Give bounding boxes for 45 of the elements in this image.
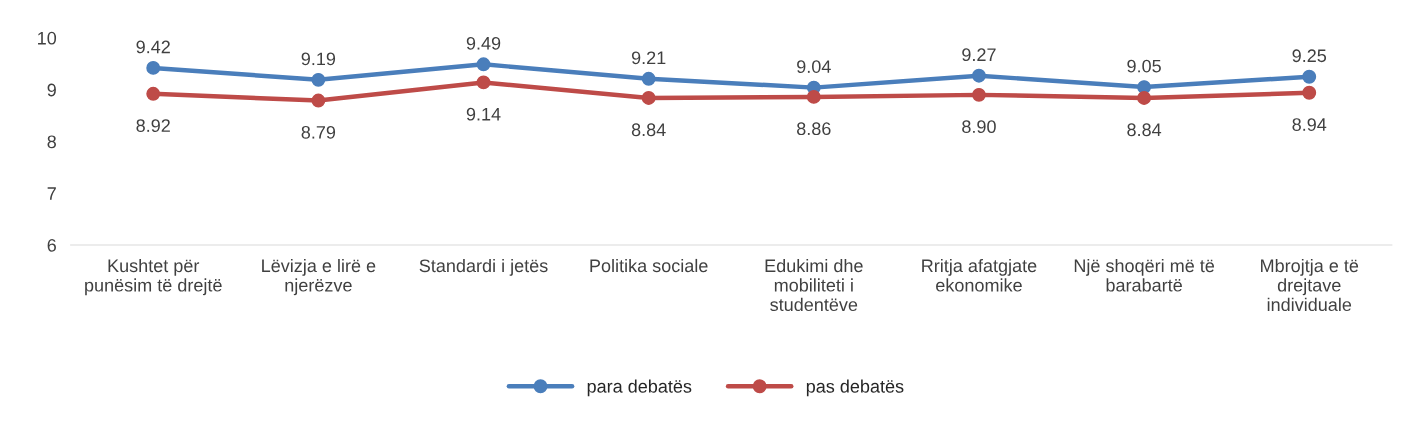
x-tick-label: Politika sociale <box>590 258 708 273</box>
point <box>806 89 821 104</box>
y-tick-label: 9 <box>47 83 56 97</box>
data-label: 9.05 <box>1127 59 1161 73</box>
point <box>641 71 656 86</box>
data-label: 8.92 <box>136 119 170 132</box>
point <box>971 87 986 102</box>
legend-label: para debatës <box>587 379 692 397</box>
x-tick-label: Lëvizja e lirë e njerëzve <box>262 258 376 296</box>
point <box>641 91 656 105</box>
point <box>1302 69 1317 84</box>
point <box>971 68 986 83</box>
x-tick-label: Një shoqëri më të barabartë <box>1074 258 1215 292</box>
point <box>146 60 161 75</box>
point <box>146 86 161 101</box>
x-tick-label: Standardi i jetës <box>419 258 548 276</box>
data-label: 8.94 <box>1292 118 1327 131</box>
x-tick-label: Edukimi dhe mobiliteti i studentëve <box>765 258 863 312</box>
data-label: 9.21 <box>631 51 666 65</box>
y-tick-label: 7 <box>47 187 56 200</box>
data-label: 9.25 <box>1292 49 1327 63</box>
data-label: 8.84 <box>631 123 666 137</box>
y-tick-label: 6 <box>47 238 56 252</box>
point <box>476 75 491 90</box>
x-tick-label: Kushtet për punësim të drejtë <box>85 258 222 296</box>
data-label: 9.27 <box>962 48 996 62</box>
y-tick-label: 10 <box>38 31 57 45</box>
point <box>1137 91 1152 105</box>
data-label: 9.14 <box>466 107 501 121</box>
y-tick-label: 8 <box>47 135 56 149</box>
data-label: 9.04 <box>797 60 831 73</box>
point <box>476 57 491 72</box>
point <box>311 72 326 87</box>
legend-label: pas debatës <box>806 379 904 397</box>
point <box>311 93 326 108</box>
data-label: 9.49 <box>466 36 501 50</box>
data-label: 9.19 <box>301 52 336 66</box>
data-label: 9.42 <box>136 40 170 54</box>
x-tick-label: Rritja afatgjate ekonomike <box>922 258 1037 292</box>
point <box>1302 85 1317 100</box>
data-label: 8.79 <box>301 125 336 139</box>
data-label: 8.90 <box>962 120 996 134</box>
x-tick-label: Mbrojtja e të drejtave individuale <box>1261 258 1359 312</box>
data-label: 8.86 <box>797 122 831 136</box>
data-label: 8.84 <box>1127 123 1162 137</box>
